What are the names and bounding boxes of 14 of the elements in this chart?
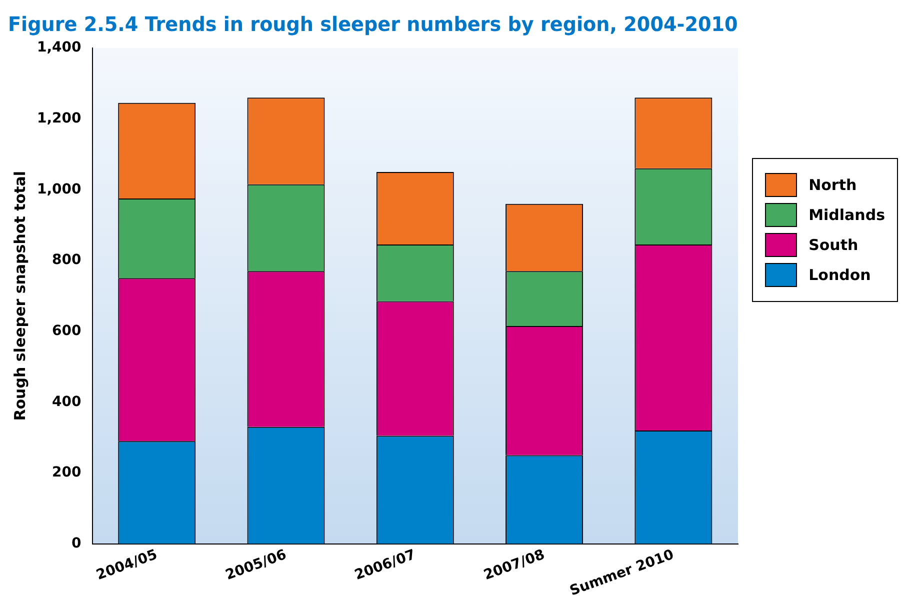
text: South — [808, 236, 858, 254]
legend-label: Midlands — [808, 206, 885, 224]
y-tick-label: 1,200 — [36, 110, 82, 126]
legend-label: North — [808, 176, 857, 194]
y-tick-label: 400 — [52, 394, 82, 410]
y-tick-label: 600 — [52, 322, 82, 339]
y-tick-label: 200 — [52, 464, 82, 481]
chart-title: Figure 2.5.4 Trends in rough sleeper numbers by region, 2004-2010 — [8, 12, 738, 36]
y-tick-label: 1,400 — [36, 40, 82, 56]
y-tick-label: 0 — [72, 535, 82, 552]
y-axis-title: Rough sleeper snapshot total — [10, 170, 29, 421]
y-tick-label: 800 — [52, 252, 82, 268]
legend-label: London — [808, 266, 871, 284]
y-tick-label: 1,000 — [36, 181, 82, 198]
